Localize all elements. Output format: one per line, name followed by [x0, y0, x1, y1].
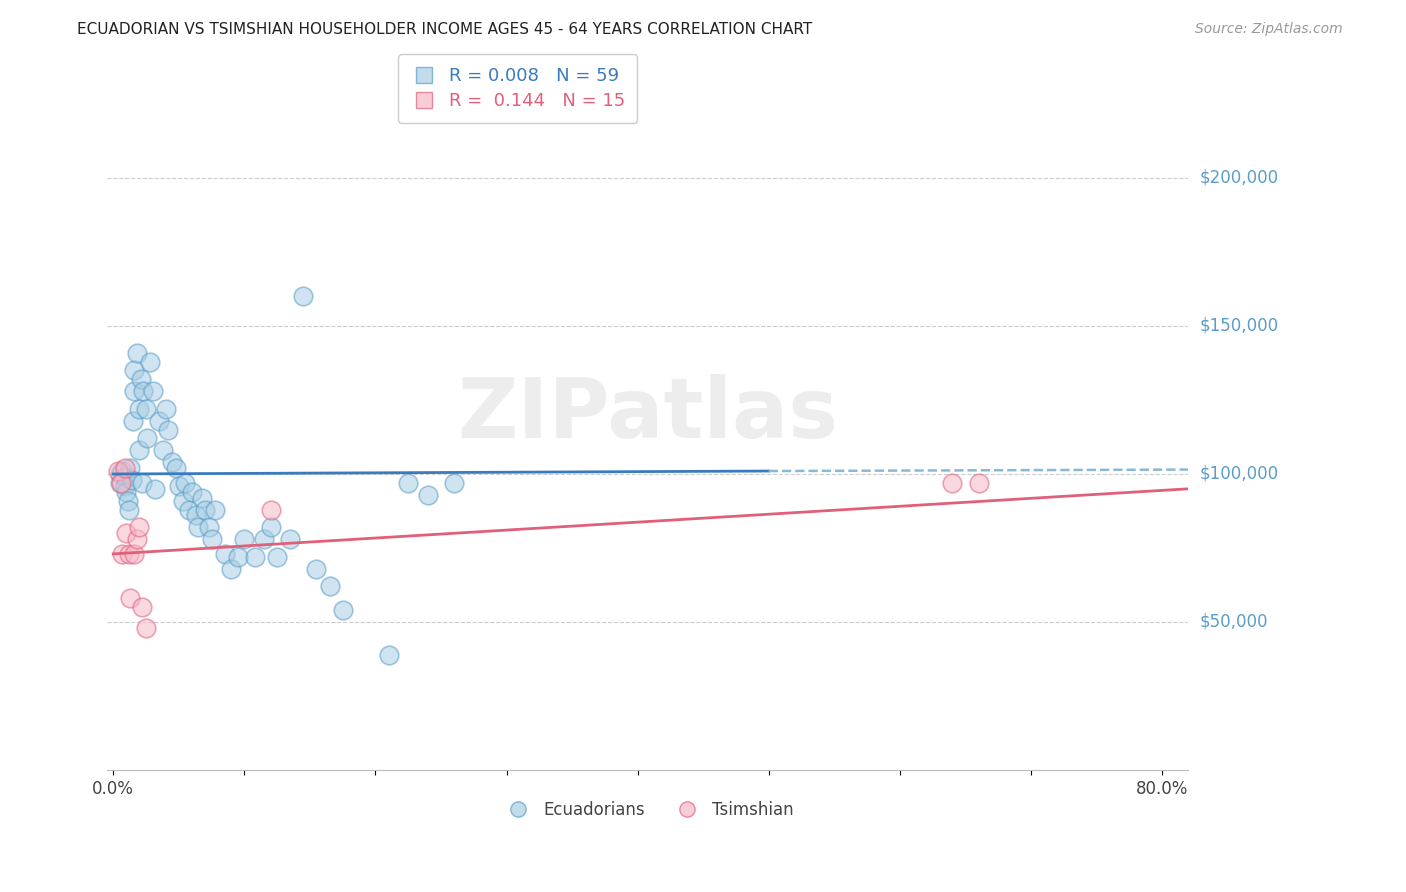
Point — [180, 484, 202, 499]
Text: $50,000: $50,000 — [1199, 613, 1268, 631]
Point — [115, 526, 138, 541]
Point — [160, 455, 183, 469]
Point — [152, 443, 174, 458]
Point — [377, 648, 399, 662]
Point — [114, 470, 136, 484]
Point — [157, 423, 180, 437]
Point — [198, 520, 221, 534]
Point — [120, 461, 142, 475]
Point — [129, 372, 152, 386]
Point — [135, 621, 157, 635]
Point — [148, 414, 170, 428]
Point — [122, 547, 145, 561]
Point — [128, 520, 150, 534]
Point — [194, 502, 217, 516]
Point — [204, 502, 226, 516]
Point — [114, 479, 136, 493]
Point — [941, 475, 963, 490]
Point — [117, 493, 139, 508]
Text: ECUADORIAN VS TSIMSHIAN HOUSEHOLDER INCOME AGES 45 - 64 YEARS CORRELATION CHART: ECUADORIAN VS TSIMSHIAN HOUSEHOLDER INCO… — [77, 22, 813, 37]
Point — [114, 461, 136, 475]
Legend: Ecuadorians, Tsimshian: Ecuadorians, Tsimshian — [495, 794, 800, 826]
Text: ZIPatlas: ZIPatlas — [457, 375, 838, 455]
Text: $200,000: $200,000 — [1199, 169, 1278, 187]
Point — [332, 603, 354, 617]
Point — [132, 384, 155, 398]
Point — [187, 520, 209, 534]
Point — [131, 600, 153, 615]
Point — [111, 464, 134, 478]
Point — [219, 562, 242, 576]
Point — [226, 549, 249, 564]
Point — [165, 461, 187, 475]
Point — [121, 473, 143, 487]
Point — [128, 401, 150, 416]
Point — [128, 443, 150, 458]
Point — [122, 363, 145, 377]
Point — [111, 547, 134, 561]
Point — [184, 508, 207, 523]
Point — [200, 532, 222, 546]
Point — [118, 502, 141, 516]
Point — [122, 384, 145, 398]
Point — [396, 475, 419, 490]
Point — [318, 579, 340, 593]
Point — [118, 547, 141, 561]
Point — [141, 384, 163, 398]
Text: Source: ZipAtlas.com: Source: ZipAtlas.com — [1195, 22, 1343, 37]
Point — [125, 345, 148, 359]
Point — [135, 401, 157, 416]
Point — [155, 401, 177, 416]
Point — [214, 547, 236, 561]
Point — [107, 464, 129, 478]
Point — [120, 591, 142, 606]
Point — [139, 354, 162, 368]
Point — [131, 475, 153, 490]
Point — [259, 502, 281, 516]
Point — [108, 475, 131, 490]
Point — [115, 484, 138, 499]
Text: $150,000: $150,000 — [1199, 317, 1278, 335]
Point — [122, 414, 145, 428]
Point — [167, 479, 190, 493]
Point — [253, 532, 276, 546]
Point — [967, 475, 990, 490]
Point — [174, 475, 197, 490]
Point — [292, 289, 315, 303]
Point — [416, 488, 439, 502]
Point — [259, 520, 281, 534]
Point — [179, 502, 201, 516]
Point — [305, 562, 328, 576]
Point — [243, 549, 266, 564]
Point — [443, 475, 465, 490]
Point — [110, 475, 132, 490]
Text: $100,000: $100,000 — [1199, 465, 1278, 483]
Point — [233, 532, 256, 546]
Point — [266, 549, 288, 564]
Point — [108, 467, 131, 481]
Point — [172, 493, 194, 508]
Point — [143, 482, 166, 496]
Point — [191, 491, 214, 505]
Point — [278, 532, 301, 546]
Point — [136, 432, 159, 446]
Point — [125, 532, 148, 546]
